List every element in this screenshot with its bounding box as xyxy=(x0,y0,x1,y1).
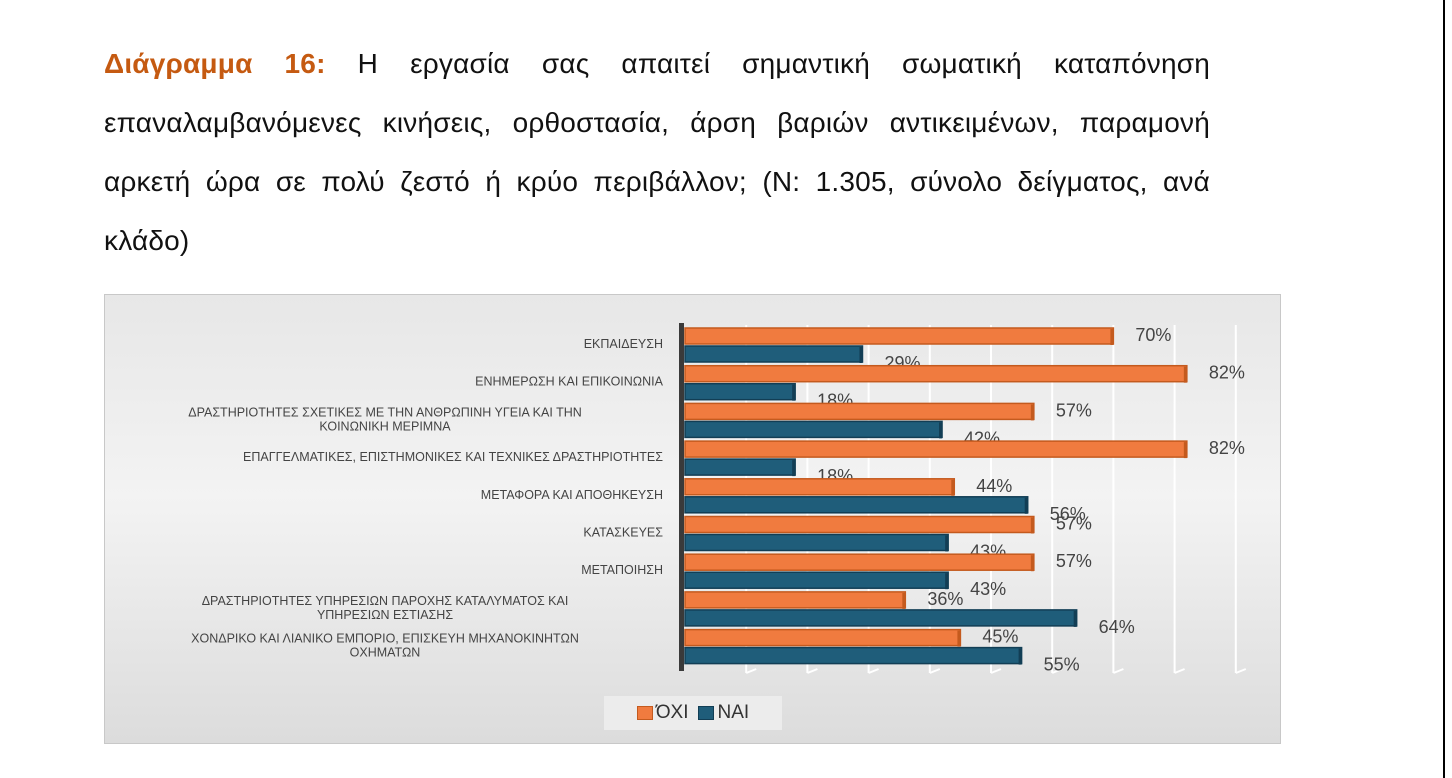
bar-no xyxy=(684,440,1188,458)
caption-label: Διάγραμμα 16: xyxy=(104,48,326,79)
bar-end xyxy=(1073,610,1077,627)
category-label: ΚΟΙΝΩΝΙΚΗ ΜΕΡΙΜΝΑ xyxy=(319,419,451,433)
gridline-foot xyxy=(1235,668,1247,674)
bar-end xyxy=(1030,555,1034,572)
bar-end xyxy=(859,347,863,363)
data-label: 82% xyxy=(1209,438,1245,458)
data-label: 57% xyxy=(1056,514,1092,534)
data-label: 64% xyxy=(1099,617,1135,637)
data-label: 82% xyxy=(1209,363,1245,383)
bar-end xyxy=(792,460,796,477)
category-label: ΜΕΤΑΦΟΡΑ ΚΑΙ ΑΠΟΘΗΚΕΥΣΗ xyxy=(481,488,663,502)
category-label: ΜΕΤΑΠΟΙΗΣΗ xyxy=(581,563,663,577)
category-label: ΟΧΗΜΑΤΩΝ xyxy=(350,646,421,660)
chart-area: ΕΚΠΑΙΔΕΥΣΗ 70% 29% ΕΝΗΜΕΡΩΣΗ ΚΑΙ ΕΠΙΚΟΙΝΩΝΙ… xyxy=(104,294,1281,744)
bar-no xyxy=(684,591,907,609)
data-label: 56% xyxy=(1050,504,1086,524)
gridline-foot xyxy=(868,668,879,674)
bar-end xyxy=(1030,517,1034,534)
gridline-foot xyxy=(990,668,1002,674)
bar-no xyxy=(684,402,1035,421)
bar-yes xyxy=(684,496,1029,514)
bar-yes xyxy=(684,571,949,589)
legend-label-no: ΌΧΙ xyxy=(655,702,689,723)
bar-end xyxy=(1030,404,1034,421)
bar-yes xyxy=(684,420,943,439)
bar-no xyxy=(684,364,1188,383)
caption-text: Η εργασία σας απαιτεί σημαντική σωματική… xyxy=(104,48,1210,256)
category-label: ΔΡΑΣΤΗΡΙΟΤΗΤΕΣ ΣΧΕΤΙΚΕΣ ΜΕ ΤΗΝ ΑΝΘΡΩΠΙΝΗ… xyxy=(188,405,582,419)
bar-yes xyxy=(684,646,1023,665)
bar-end xyxy=(1183,366,1187,383)
bar-yes xyxy=(684,533,949,552)
bar-end xyxy=(957,630,961,647)
data-label: 57% xyxy=(1056,551,1092,571)
bar-no xyxy=(684,327,1115,345)
category-axis xyxy=(679,323,684,671)
bar-yes xyxy=(684,458,796,476)
category-label: ΕΚΠΑΙΔΕΥΣΗ xyxy=(584,337,663,351)
category-label: ΥΠΗΡΕΣΙΩΝ ΕΣΤΙΑΣΗΣ xyxy=(317,608,453,622)
bar-no xyxy=(684,478,956,496)
bar-end xyxy=(951,479,955,496)
data-label: 55% xyxy=(1044,655,1080,675)
gridline-foot xyxy=(1051,668,1063,674)
bar-end xyxy=(1110,329,1114,345)
legend-label-yes: ΝΑΙ xyxy=(717,702,750,723)
figure-caption: Διάγραμμα 16: Η εργασία σας απαιτεί σημα… xyxy=(104,34,1210,270)
category-label: ΚΑΤΑΣΚΕΥΕΣ xyxy=(583,526,663,540)
bar-end xyxy=(1018,648,1022,665)
category-label: ΧΟΝΔΡΙΚΟ ΚΑΙ ΛΙΑΝΙΚΟ ΕΜΠΟΡΙΟ, ΕΠΙΣΚΕΥΗ Μ… xyxy=(191,632,579,646)
category-label: ΕΠΑΓΓΕΛΜΑΤΙΚΕΣ, ΕΠΙΣΤΗΜΟΝΙΚΕΣ ΚΑΙ ΤΕΧΝΙΚ… xyxy=(243,450,663,464)
bar-no xyxy=(684,628,962,647)
data-label: 43% xyxy=(970,579,1006,599)
bar-end xyxy=(1024,497,1028,514)
gridline-foot xyxy=(929,668,941,674)
bar-end xyxy=(902,592,906,609)
bar-no xyxy=(684,515,1035,534)
data-label: 57% xyxy=(1056,400,1092,420)
legend-item-yes: ΝΑΙ xyxy=(698,702,749,724)
bar-chart: ΕΚΠΑΙΔΕΥΣΗ 70%29%ΕΝΗΜΕΡΩΣΗ ΚΑΙ ΕΠΙΚΟΙΝΩΝΙ… xyxy=(188,323,1247,675)
gridline-foot xyxy=(745,668,757,674)
bar-yes xyxy=(684,609,1078,627)
bar-end xyxy=(939,422,943,439)
bar-end xyxy=(945,535,949,552)
page-right-rule xyxy=(1443,0,1445,778)
gridline-foot xyxy=(807,668,818,674)
gridline-foot xyxy=(1113,668,1124,674)
data-label: 44% xyxy=(976,476,1012,496)
legend-swatch-yes xyxy=(698,706,715,720)
gridline-foot xyxy=(1174,668,1185,674)
legend-swatch-no xyxy=(636,706,653,720)
data-label: 70% xyxy=(1135,325,1171,345)
bar-no xyxy=(684,553,1035,571)
category-label: ΕΝΗΜΕΡΩΣΗ ΚΑΙ ΕΠΙΚΟΙΝΩΝΙΑ xyxy=(475,375,664,389)
data-label: 45% xyxy=(982,627,1018,647)
legend-item-no: ΌΧΙ xyxy=(636,702,689,724)
bar-end xyxy=(945,573,949,590)
bar-end xyxy=(792,384,796,401)
bar-end xyxy=(1183,442,1187,459)
category-label: ΔΡΑΣΤΗΡΙΟΤΗΤΕΣ ΥΠΗΡΕΣΙΩΝ ΠΑΡΟΧΗΣ ΚΑΤΑΛΥΜ… xyxy=(202,594,569,608)
bar-yes xyxy=(684,345,864,363)
bar-yes xyxy=(684,382,796,401)
chart-legend: ΌΧΙ ΝΑΙ xyxy=(604,696,782,730)
data-label: 36% xyxy=(927,589,963,609)
